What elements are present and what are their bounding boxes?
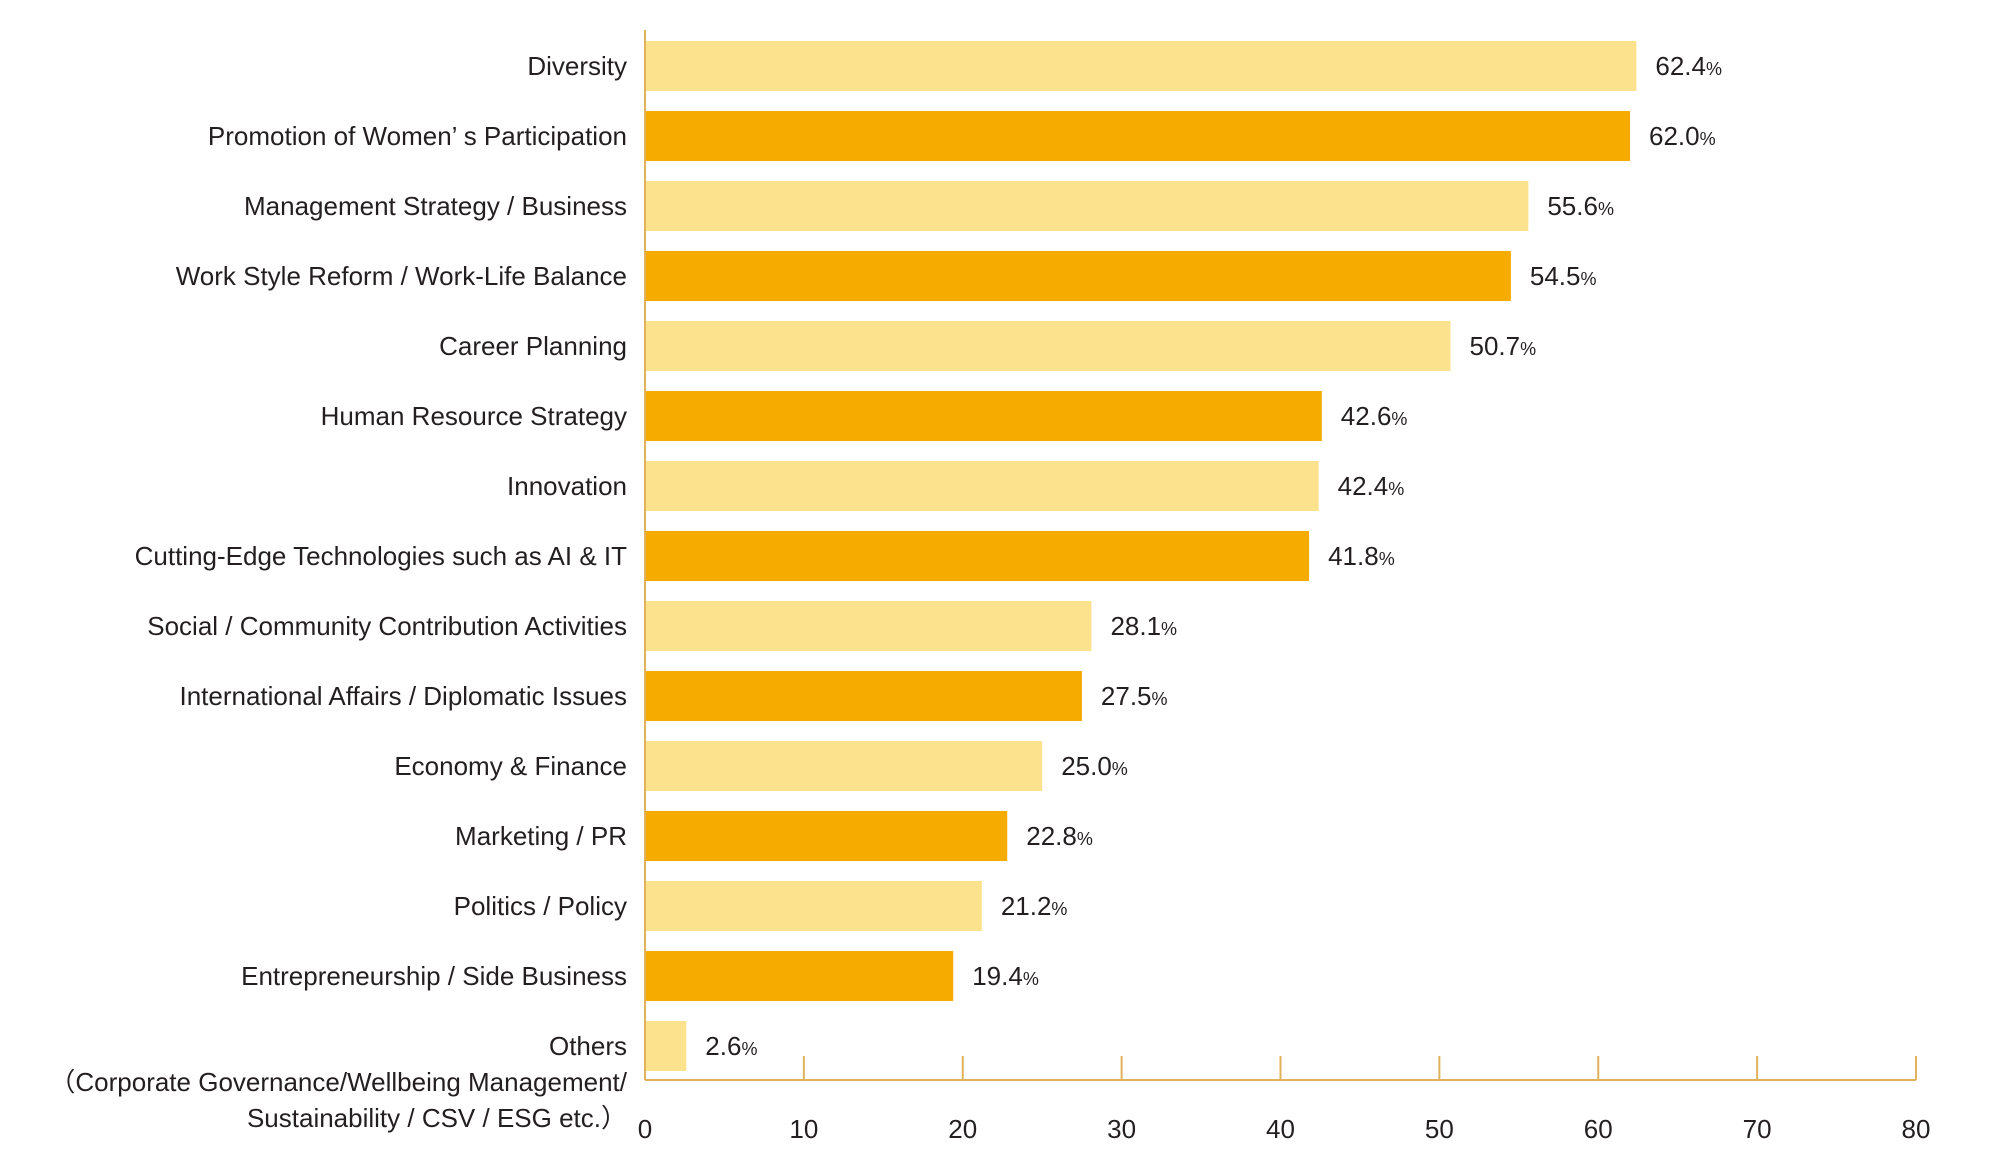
category-label-15-line-1: Others [549, 1031, 627, 1061]
category-label-15-line-3: Sustainability / CSV / ESG etc.） [247, 1103, 627, 1133]
category-label-10: International Affairs / Diplomatic Issue… [179, 681, 627, 711]
value-label-11: 25.0% [1061, 751, 1128, 781]
value-label-9: 28.1% [1110, 611, 1177, 641]
value-label-14: 19.4% [972, 961, 1039, 991]
bar-5 [645, 321, 1451, 371]
value-label-2: 62.0% [1649, 121, 1716, 151]
category-label-13: Politics / Policy [454, 891, 627, 921]
value-label-10: 27.5% [1101, 681, 1168, 711]
bar-12 [645, 811, 1008, 861]
x-tick-label-50: 50 [1425, 1114, 1454, 1144]
value-label-6: 42.6% [1341, 401, 1408, 431]
category-label-8: Cutting-Edge Technologies such as AI & I… [135, 541, 627, 571]
category-label-2: Promotion of Women’ s Participation [208, 121, 627, 151]
category-label-5: Career Planning [439, 331, 627, 361]
bar-2 [645, 111, 1631, 161]
bar-13 [645, 881, 982, 931]
value-label-1: 62.4% [1655, 51, 1722, 81]
value-label-4: 54.5% [1530, 261, 1597, 291]
x-tick-label-20: 20 [948, 1114, 977, 1144]
value-label-15: 2.6% [705, 1031, 757, 1061]
bar-3 [645, 181, 1529, 231]
bar-11 [645, 741, 1043, 791]
value-labels-group: 62.4% 62.0% 55.6% 54.5% 50.7% 42.6% 42.4% 41.8%… [705, 51, 1722, 1061]
x-tick-label-0: 0 [638, 1114, 652, 1144]
bars-group [645, 41, 1637, 1071]
category-label-12: Marketing / PR [455, 821, 627, 851]
bar-7 [645, 461, 1319, 511]
category-label-14: Entrepreneurship / Side Business [241, 961, 627, 991]
bar-1 [645, 41, 1637, 91]
value-label-5: 50.7% [1469, 331, 1536, 361]
x-tick-label-60: 60 [1584, 1114, 1613, 1144]
value-label-3: 55.6% [1547, 191, 1614, 221]
value-label-12: 22.8% [1026, 821, 1093, 851]
bar-8 [645, 531, 1310, 581]
value-label-7: 42.4% [1338, 471, 1405, 501]
category-label-9: Social / Community Contribution Activiti… [147, 611, 627, 641]
category-label-7: Innovation [507, 471, 627, 501]
x-tick-label-10: 10 [789, 1114, 818, 1144]
category-label-3: Management Strategy / Business [244, 191, 627, 221]
bar-10 [645, 671, 1082, 721]
x-tick-label-30: 30 [1107, 1114, 1136, 1144]
category-label-6: Human Resource Strategy [321, 401, 627, 431]
bar-9 [645, 601, 1092, 651]
category-label-4: Work Style Reform / Work-Life Balance [176, 261, 627, 291]
value-label-8: 41.8% [1328, 541, 1395, 571]
category-labels-group: Diversity Promotion of Women’ s Participa… [49, 51, 627, 1133]
bar-15 [645, 1021, 687, 1071]
x-tick-label-40: 40 [1266, 1114, 1295, 1144]
bar-6 [645, 391, 1322, 441]
category-label-15-line-2: （Corporate Governance/Wellbeing Manageme… [49, 1067, 627, 1097]
x-tick-label-70: 70 [1743, 1114, 1772, 1144]
x-tick-label-80: 80 [1902, 1114, 1931, 1144]
bar-14 [645, 951, 954, 1001]
value-label-13: 21.2% [1001, 891, 1068, 921]
axes-group: 0 10 20 30 40 50 60 70 80 [638, 30, 1931, 1144]
bar-4 [645, 251, 1511, 301]
category-label-1: Diversity [527, 51, 627, 81]
category-label-11: Economy & Finance [394, 751, 627, 781]
